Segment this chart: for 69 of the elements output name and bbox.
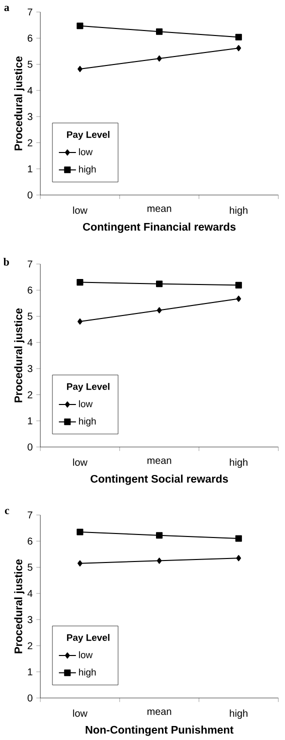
- point: [156, 55, 162, 62]
- y-tick-label: 4: [27, 590, 32, 597]
- x-tick-label: high: [230, 206, 248, 216]
- point: [236, 44, 241, 52]
- x-axis-title: Contingent Financial rewards: [82, 222, 236, 233]
- y-tick-label: 4: [27, 87, 32, 94]
- chart-title: c: [4, 508, 10, 514]
- y-tick-label: 4: [27, 338, 32, 346]
- point: [77, 66, 82, 72]
- point: [76, 279, 84, 286]
- point: [156, 307, 162, 314]
- y-tick-label: 7: [28, 8, 32, 16]
- y-tick-label: 1: [28, 668, 32, 676]
- y-tick-label: 0: [27, 694, 32, 702]
- y-tick-label: 3: [27, 113, 32, 120]
- x-tick-label: mean: [147, 206, 171, 212]
- chart-title: a: [4, 6, 10, 12]
- legend-label: high: [78, 166, 96, 174]
- y-axis-title: Procedural justice: [14, 308, 24, 402]
- y-tick-label: 5: [28, 564, 32, 571]
- legend-label: low: [78, 148, 92, 156]
- x-tick-label: low: [73, 710, 88, 717]
- y-tick-label: 7: [28, 260, 32, 268]
- point: [236, 555, 241, 562]
- point: [156, 558, 162, 564]
- y-tick-label: 7: [28, 512, 32, 518]
- y-tick-label: 3: [27, 365, 32, 372]
- point: [156, 280, 162, 288]
- legend-title: Pay Level: [66, 130, 110, 140]
- point: [77, 318, 82, 325]
- y-tick-label: 2: [28, 391, 32, 398]
- legend-label: low: [78, 400, 92, 408]
- chart-title: b: [3, 258, 9, 266]
- y-tick-label: 3: [27, 616, 32, 624]
- point: [156, 28, 162, 35]
- y-tick-label: 5: [28, 312, 32, 320]
- y-tick-label: 2: [28, 642, 32, 650]
- x-axis-title: Non-Contingent Punishment: [86, 726, 234, 736]
- legend-title: Pay Level: [66, 382, 110, 392]
- legend-label: high: [78, 668, 96, 678]
- point: [156, 532, 162, 539]
- x-tick-label: low: [73, 206, 88, 214]
- y-tick-label: 5: [28, 60, 32, 68]
- point: [77, 560, 82, 566]
- x-tick-label: high: [230, 710, 248, 719]
- point: [235, 282, 242, 288]
- x-tick-label: low: [73, 458, 88, 466]
- legend-label: low: [78, 651, 92, 658]
- point: [76, 22, 84, 30]
- y-axis-title: Procedural justice: [14, 56, 24, 150]
- x-axis-title: Contingent Social rewards: [90, 474, 228, 485]
- y-tick-label: 1: [28, 165, 32, 172]
- legend-label: high: [78, 418, 96, 426]
- y-tick-label: 0: [27, 443, 32, 451]
- point: [236, 296, 241, 302]
- y-tick-label: 2: [28, 139, 32, 146]
- y-tick-label: 0: [27, 191, 32, 199]
- y-tick-label: 6: [28, 34, 32, 42]
- y-tick-label: 6: [28, 538, 32, 545]
- x-tick-label: high: [230, 458, 248, 468]
- x-tick-label: mean: [147, 710, 171, 715]
- x-tick-label: mean: [147, 458, 171, 464]
- point: [76, 528, 84, 536]
- y-tick-label: 6: [28, 286, 32, 294]
- y-tick-label: 1: [28, 417, 32, 424]
- point: [235, 535, 242, 542]
- legend-title: Pay Level: [66, 634, 110, 643]
- point: [235, 34, 242, 40]
- y-axis-title: Procedural justice: [14, 559, 24, 654]
